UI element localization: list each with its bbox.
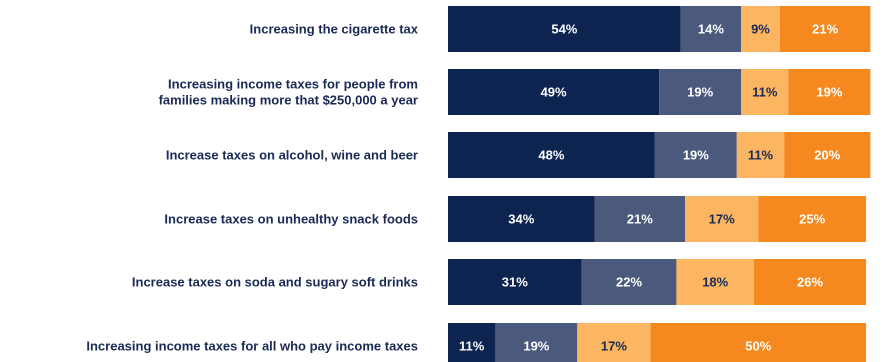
data-label: 11%	[459, 339, 485, 354]
data-label: 19%	[687, 85, 713, 100]
bar-segment	[448, 196, 595, 242]
category-label-line: Increasing income taxes for all who pay …	[86, 339, 418, 354]
bar-segment	[581, 259, 677, 305]
data-label: 17%	[709, 212, 735, 227]
data-label: 11%	[748, 148, 774, 163]
bar-segment	[784, 132, 871, 178]
category-label: Increasing the cigarette tax	[250, 22, 419, 37]
bar-segment	[736, 132, 785, 178]
bar-segment	[448, 69, 660, 115]
data-label: 20%	[814, 148, 840, 163]
bar-segment	[741, 6, 780, 52]
data-label: 54%	[551, 22, 577, 37]
category-label: Increase taxes on alcohol, wine and beer	[166, 148, 418, 163]
data-label: 9%	[751, 22, 770, 37]
data-label: 17%	[601, 339, 627, 354]
data-label: 14%	[698, 22, 724, 37]
data-label: 25%	[799, 212, 825, 227]
category-label-line: Increase taxes on alcohol, wine and beer	[166, 148, 418, 163]
category-label: Increase taxes on unhealthy snack foods	[164, 212, 418, 227]
category-label: Increase taxes on soda and sugary soft d…	[132, 275, 418, 290]
bar-segment	[680, 6, 742, 52]
bars	[448, 6, 871, 362]
bar-segment	[594, 196, 686, 242]
value-labels: 54% 14% 9% 21% 49% 19% 11% 19% 48% 19% 11% 20% 34% 21…	[459, 22, 843, 354]
category-label-line: Increasing income taxes for people from	[168, 77, 418, 92]
bar-segment	[676, 259, 755, 305]
bar-segment	[741, 69, 789, 115]
bar-segment	[788, 69, 871, 115]
data-label: 19%	[683, 148, 709, 163]
category-label-line: Increase taxes on soda and sugary soft d…	[132, 275, 418, 290]
data-label: 11%	[752, 85, 778, 100]
bar-segment	[448, 6, 681, 52]
data-label: 18%	[702, 275, 728, 290]
bar-segment	[654, 132, 737, 178]
data-label: 21%	[812, 22, 838, 37]
bar-segment	[758, 196, 867, 242]
bar-segment	[659, 69, 742, 115]
bar-segment	[779, 6, 871, 52]
data-label: 34%	[508, 212, 534, 227]
data-label: 48%	[538, 148, 564, 163]
bar-segment	[448, 259, 582, 305]
data-label: 31%	[502, 275, 528, 290]
data-label: 21%	[627, 212, 653, 227]
bar-segment	[448, 132, 655, 178]
bar-segment	[685, 196, 759, 242]
category-labels: Increasing the cigarette tax Increasing i…	[86, 22, 418, 354]
category-label-line: families making more that $250,000 a yea…	[159, 93, 418, 108]
category-label: Increasing income taxes for people from f…	[159, 77, 418, 108]
category-label: Increasing income taxes for all who pay …	[86, 339, 418, 354]
bar-segment	[577, 323, 651, 362]
data-label: 22%	[616, 275, 642, 290]
bar-segment	[650, 323, 867, 362]
bar-segment	[495, 323, 578, 362]
bar-segment	[448, 323, 496, 362]
data-label: 50%	[745, 339, 771, 354]
bar-segment	[754, 259, 867, 305]
category-label-line: Increasing the cigarette tax	[250, 22, 419, 37]
data-label: 19%	[816, 85, 842, 100]
category-label-line: Increase taxes on unhealthy snack foods	[164, 212, 418, 227]
data-label: 26%	[797, 275, 823, 290]
data-label: 49%	[541, 85, 567, 100]
data-label: 19%	[523, 339, 549, 354]
